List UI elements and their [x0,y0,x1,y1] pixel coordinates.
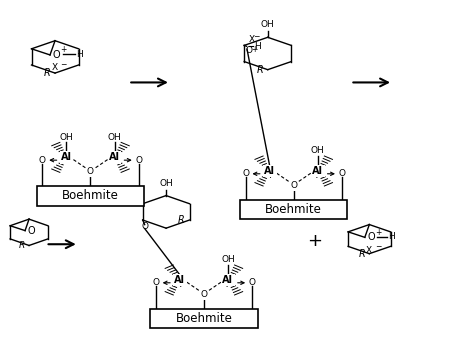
Text: X: X [248,35,255,44]
Text: Boehmite: Boehmite [175,312,232,325]
FancyBboxPatch shape [150,309,258,328]
Text: Al: Al [312,166,323,176]
FancyBboxPatch shape [37,186,144,206]
Text: Boehmite: Boehmite [265,203,322,216]
Text: OH: OH [311,146,325,155]
Text: R: R [44,68,50,78]
Text: O: O [201,290,208,299]
Text: +: + [60,45,67,54]
Text: Al: Al [61,153,72,162]
Text: O: O [367,232,375,242]
Text: OH: OH [261,20,274,29]
Text: −: − [375,242,382,251]
Text: O: O [152,278,159,287]
Text: O: O [248,278,255,287]
Text: R: R [256,65,263,75]
Text: H: H [76,50,83,59]
Text: Boehmite: Boehmite [62,189,119,202]
Text: Al: Al [174,275,185,285]
Text: +: + [375,228,382,237]
Text: R: R [19,241,25,250]
Text: OH: OH [60,133,73,142]
Text: −: − [60,60,67,69]
Text: OH: OH [221,255,235,264]
Text: Al: Al [264,166,275,176]
Text: H: H [254,42,260,51]
FancyBboxPatch shape [240,200,347,219]
Text: +: + [308,232,322,250]
Text: O: O [27,226,35,236]
Text: −: − [253,32,260,41]
Text: Al: Al [109,153,120,162]
Text: O: O [39,156,46,165]
Text: OH: OH [159,179,173,188]
Text: Al: Al [222,275,233,285]
Text: X: X [52,63,57,73]
Text: O: O [141,222,148,231]
Text: O: O [246,46,252,55]
Text: OH: OH [108,133,121,142]
Text: O: O [338,169,345,178]
Text: O: O [52,50,60,60]
Text: H: H [388,232,395,241]
Text: R: R [358,249,365,259]
Text: +: + [251,45,257,54]
Text: X: X [366,246,373,255]
Text: O: O [242,169,249,178]
Text: O: O [135,156,142,165]
Text: R: R [178,215,184,225]
Text: O: O [290,181,297,190]
Text: O: O [87,167,94,176]
